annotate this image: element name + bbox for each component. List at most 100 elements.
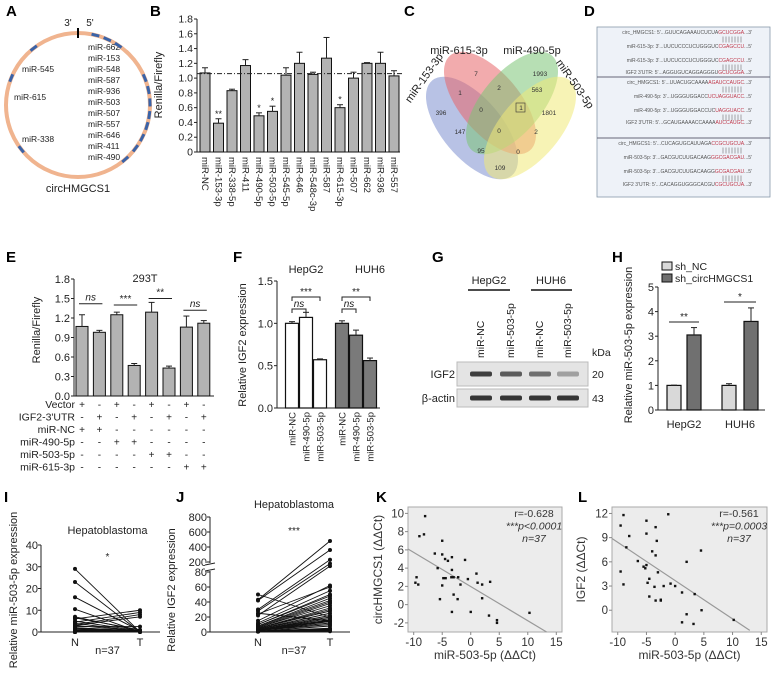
panel-k-scatter: -10 -5 0 5 10 15 -2 0 2 4 6 8 10 r=-0.628***p<0.0001n…	[371, 506, 563, 662]
binding-site-mark	[103, 36, 112, 43]
x-tick-label: miR-507	[348, 157, 359, 193]
data-point	[693, 592, 696, 596]
stat-annotation: ***p=0.0003	[711, 521, 768, 533]
data-point	[495, 621, 499, 625]
bar	[294, 62, 305, 153]
data-point-t	[138, 629, 142, 634]
venn-region-count: 2	[497, 85, 501, 92]
paired-line	[257, 594, 331, 618]
data-point-n	[73, 595, 77, 600]
data-point	[732, 618, 735, 622]
data-point	[622, 583, 625, 586]
bar	[145, 311, 159, 397]
y-tick-label: 1.0	[178, 73, 193, 85]
paired-line	[74, 617, 141, 631]
site-label: miR-503	[88, 97, 120, 107]
legend-swatch	[661, 273, 673, 283]
condition-mark: -	[202, 425, 205, 436]
y-tick-label: 40	[195, 597, 207, 609]
sequence-text: ...3'	[744, 120, 752, 126]
panel-d-sequences: circ_HMGCS1: 5'...GUUCAGAAAUCUCUAGCUCGGA…	[596, 26, 771, 198]
data-point-n	[256, 613, 260, 618]
x-tick-label: 15	[755, 637, 768, 649]
y-tick-label: 0	[648, 405, 654, 417]
y-tick-label: 200	[189, 557, 207, 569]
seed-sequence: GCUCGGA	[718, 30, 745, 36]
data-point	[654, 599, 657, 602]
y-tick-label: 1.4	[178, 43, 193, 55]
data-point	[456, 597, 459, 601]
sequence-line: miR-503-5p: 3'...GACGUCUUGACAAGGGCGACGAU…	[624, 169, 752, 175]
x-tick-label: 0	[468, 637, 474, 649]
venn-set-ellipse	[483, 76, 577, 180]
bar	[666, 384, 682, 411]
panel-label: D	[584, 3, 595, 20]
y-tick-label: 1.0	[258, 318, 273, 330]
significance-label: ns	[344, 299, 355, 310]
sequence-line: IGF2 3'UTR: 5'...CACAGGUGGGCACGUCGCUGCUA…	[623, 182, 752, 188]
panel-i-chart: 0 10 20 30 40 Relative miR-503-5p expression H…	[8, 512, 160, 669]
sequence-text: circ_HMGCS1: 5'...UUACUGCAAAA	[627, 80, 709, 86]
data-point	[450, 568, 454, 572]
bar	[312, 359, 328, 409]
data-point-t	[328, 629, 332, 634]
protein-band	[500, 395, 522, 401]
protein-band	[470, 395, 492, 401]
bar	[298, 316, 314, 409]
condition-mark: +	[114, 438, 120, 449]
condition-mark: -	[133, 463, 136, 474]
data-point	[450, 555, 454, 559]
x-tick-label: miR-548c-3p	[307, 157, 318, 211]
bar	[348, 77, 359, 153]
data-point	[680, 591, 684, 594]
condition-mark: +	[131, 413, 137, 424]
sequence-line: miR-615-3p: 3'...UUCUCCCUCUGGGUCCGAGCCU.…	[627, 44, 752, 50]
paired-line	[257, 559, 331, 610]
stat-annotation: ***p<0.0001	[506, 521, 562, 533]
panel-label: G	[432, 249, 444, 266]
x-tick-label: -5	[641, 637, 651, 649]
sequence-text: ...3'	[744, 70, 752, 76]
data-point	[452, 593, 455, 596]
chart-title: Hepatoblastoma	[254, 499, 335, 511]
paired-line	[74, 611, 141, 623]
y-tick-label: 4	[648, 307, 654, 319]
data-point	[469, 610, 472, 614]
sequence-line: miR-503-5p: 3'...GACGUCUUGACAAGGGCGACGAU…	[624, 155, 752, 161]
y-tick-label: 1.8	[55, 274, 70, 286]
regression-line	[407, 548, 547, 633]
significance-label: *	[106, 552, 110, 563]
sequence-text: ...5'	[744, 94, 752, 100]
x-tick-label: N	[254, 637, 262, 649]
x-tick-label: T	[137, 637, 144, 649]
panel-label: H	[612, 249, 623, 266]
stat-annotation: r=-0.628	[514, 508, 554, 520]
y-tick-label: 0	[201, 627, 207, 639]
lane-label: miR-NC	[475, 320, 487, 358]
x-tick-label: miR-936	[375, 157, 386, 193]
y-tick-label: 60	[195, 582, 207, 594]
x-tick-label: miR-NC	[288, 412, 299, 446]
y-axis-label: circHMGCS1 (ΔΔCt)	[371, 515, 385, 624]
binding-site-mark	[148, 98, 152, 107]
condition-mark: -	[185, 413, 188, 424]
y-tick-label: 0.8	[178, 87, 193, 99]
sequence-text: IGF2 3'UTR: 5'...GCAUGAAAACCAAAA	[626, 120, 716, 126]
protein-label: β-actin	[422, 393, 455, 405]
y-axis-label: Relative miR-503-5p expression	[8, 512, 20, 669]
kda-value: 20	[592, 369, 604, 381]
stat-annotation: n=37	[727, 533, 752, 545]
y-tick-label: 2	[648, 356, 654, 368]
panel-label: C	[404, 3, 415, 20]
condition-mark: -	[185, 450, 188, 461]
y-axis-label: Relative IGF2 expression	[237, 283, 249, 407]
site-label: miR-411	[88, 141, 120, 151]
y-tick-label: 0.0	[55, 391, 70, 403]
condition-label: Vector	[45, 399, 75, 411]
condition-label: miR-503-5p	[20, 449, 75, 461]
venn-region-count: 7	[474, 71, 478, 78]
binding-site-mark	[29, 44, 38, 52]
bar	[743, 320, 759, 411]
binding-site-mark	[146, 85, 151, 95]
sequence-text: circ_HMGCS1: 5'...CUCAGUGCAUUAGA	[618, 141, 712, 147]
